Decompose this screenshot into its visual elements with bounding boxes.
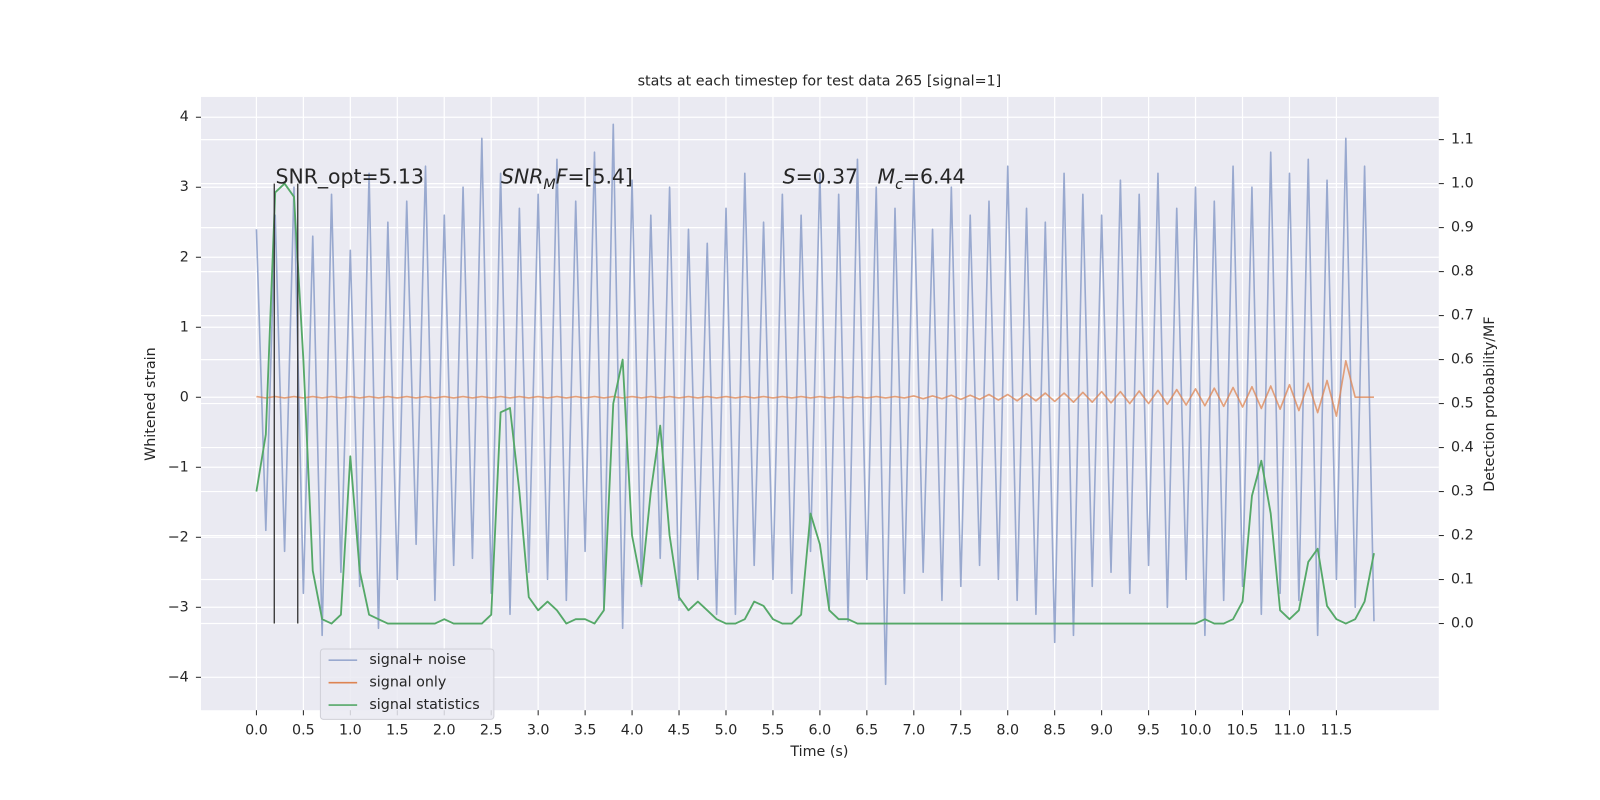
annotation-part: =6.44 [903,165,966,189]
grid: 0.0 0.5 1.0 1.5 2.0 2.5 3.0 3.5 4.0 4.5 5.0 5.5 6.0 6… [168,96,1474,739]
y-tick-label: −1 [168,459,189,475]
x-tick-label: 2.0 [433,723,456,739]
annotation-part: SNR [501,165,543,189]
x-tick-label: 4.5 [668,723,691,739]
y-tick-label: −3 [168,599,189,615]
y-tick-label: 3 [180,179,189,195]
y2-tick-label: 1.1 [1451,132,1474,148]
y2-tick-label: 0.3 [1451,484,1474,500]
x-tick-label: 4.0 [621,723,644,739]
x-tick-label: 9.5 [1137,723,1160,739]
y-tick-label: 1 [180,319,189,335]
x-tick-label: 0.5 [292,723,315,739]
x-tick-label: 8.5 [1043,723,1066,739]
y2-tick-label: 0.2 [1451,528,1474,544]
x-tick-label: 3.5 [574,723,597,739]
legend-label: signal+ noise [369,652,466,668]
x-tick-label: 1.5 [386,723,409,739]
annotation-part: =[5.4] [567,165,632,189]
series-line [255,182,1375,625]
x-tick-label: 10.5 [1227,723,1259,739]
y-tick-label: −4 [168,669,189,685]
y-tick-label: 0 [180,389,189,405]
x-axis-label: Time (s) [789,744,848,760]
x-tick-label: 5.5 [762,723,785,739]
marks [255,123,1375,686]
y2-tick-label: 0.1 [1451,572,1474,588]
y2-tick-label: 1.0 [1451,176,1474,192]
y2-tick-label: 0.9 [1451,220,1474,236]
x-tick-label: 10.0 [1180,723,1212,739]
annotation-part: SNR_opt=5.13 [276,165,424,190]
x-tick-label: 3.0 [527,723,550,739]
x-tick-label: 9.0 [1090,723,1113,739]
x-tick-label: 6.0 [809,723,832,739]
y2-tick-label: 0.5 [1451,396,1474,412]
annotation-part: =0.37 [796,165,878,189]
x-tick-label: 0.0 [245,723,268,739]
y2-tick-label: 0.7 [1451,308,1474,324]
x-tick-label: 6.5 [856,723,879,739]
chart-title: stats at each timestep for test data 265… [638,74,1002,90]
y-tick-label: 4 [180,109,189,125]
overlay: SNR_opt=5.13 SNRMF=[5.4] S=0.37 Mc=6.44sig… [273,165,966,720]
series-line [255,123,1375,686]
y2-tick-label: 0.8 [1451,264,1474,280]
legend: signal+ noise signal only signal statistic… [319,648,495,720]
x-tick-label: 2.5 [480,723,503,739]
legend-box [319,648,495,720]
annotation-part: M [543,177,555,193]
y2-tick-label: 0.0 [1451,616,1474,632]
x-tick-label: 7.5 [949,723,972,739]
x-tick-label: 11.0 [1274,723,1306,739]
annotation-part: S [783,165,796,189]
y2-tick-label: 0.4 [1451,440,1474,456]
series-line [256,360,1374,417]
annotation-part: F [556,165,568,189]
y-axis-label: Whitened strain [143,347,159,461]
legend-label: signal only [369,675,446,691]
annotation-part: c [895,177,903,193]
y-tick-label: −2 [168,529,189,545]
legend-label: signal statistics [369,697,479,713]
y2-tick-label: 0.6 [1451,352,1474,368]
x-tick-label: 7.0 [902,723,925,739]
x-tick-label: 1.0 [339,723,362,739]
y-tick-label: 2 [180,249,189,265]
x-tick-label: 8.0 [996,723,1019,739]
y2-axis-label: Detection probability/MF [1482,316,1498,491]
annotation: SNRMF=[5.4] [501,165,633,193]
annotation-part: M [878,165,896,189]
annotation: S=0.37 Mc=6.44 [783,165,966,193]
annotation: SNR_opt=5.13 [276,165,424,190]
x-tick-label: 11.5 [1321,723,1353,739]
x-tick-label: 5.0 [715,723,738,739]
